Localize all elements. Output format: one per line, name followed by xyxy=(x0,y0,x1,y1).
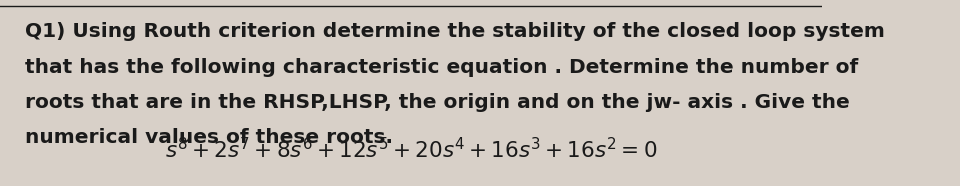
Text: roots that are in the RHSP,LHSP, the origin and on the jw- axis . Give the: roots that are in the RHSP,LHSP, the ori… xyxy=(25,93,850,112)
Text: Q1) Using Routh criterion determine the stability of the closed loop system: Q1) Using Routh criterion determine the … xyxy=(25,22,884,41)
Text: $s^{8} + 2s^{7} + 8s^{6} + 12s^{5} + 20s^{4} + 16s^{3} + 16s^{2} = 0$: $s^{8} + 2s^{7} + 8s^{6} + 12s^{5} + 20s… xyxy=(165,137,657,162)
Text: numerical values of these roots.: numerical values of these roots. xyxy=(25,128,393,147)
Text: that has the following characteristic equation . Determine the number of: that has the following characteristic eq… xyxy=(25,58,858,77)
